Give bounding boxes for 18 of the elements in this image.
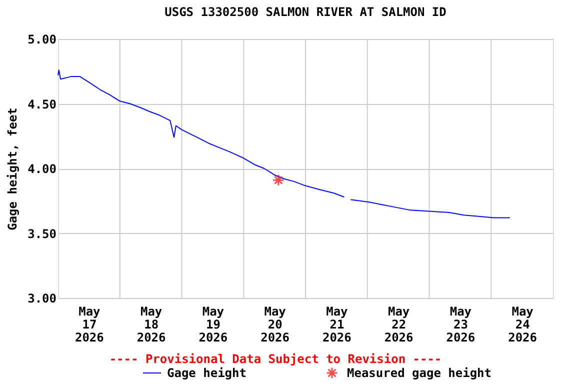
chart-title: USGS 13302500 SALMON RIVER AT SALMON ID [164,5,446,19]
x-tick-label: May 23 2026 [446,304,476,344]
y-tick-label: 4.00 [28,162,56,176]
y-axis-title: Gage height, feet [6,108,20,230]
legend-label: Gage height [167,366,246,380]
x-tick-label: May 22 2026 [384,304,414,344]
y-tick-label: 3.50 [28,226,56,241]
y-tick-label: 5.00 [28,32,56,46]
x-tick-label: May 19 2026 [198,304,228,344]
x-tick-label: May 24 2026 [508,304,538,344]
y-tick-label: 4.50 [28,97,56,112]
x-tick-label: May 17 2026 [74,304,104,344]
text: ---- Provisional Data Subject to Revision ---- [109,352,442,366]
y-tick-label: 3.00 [28,292,56,306]
x-tick-label: May 21 2026 [322,304,352,344]
x-tick-label: May 20 2026 [260,304,290,344]
legend-label: Measured gage height [347,366,492,380]
x-tick-label: May 18 2026 [136,304,166,344]
